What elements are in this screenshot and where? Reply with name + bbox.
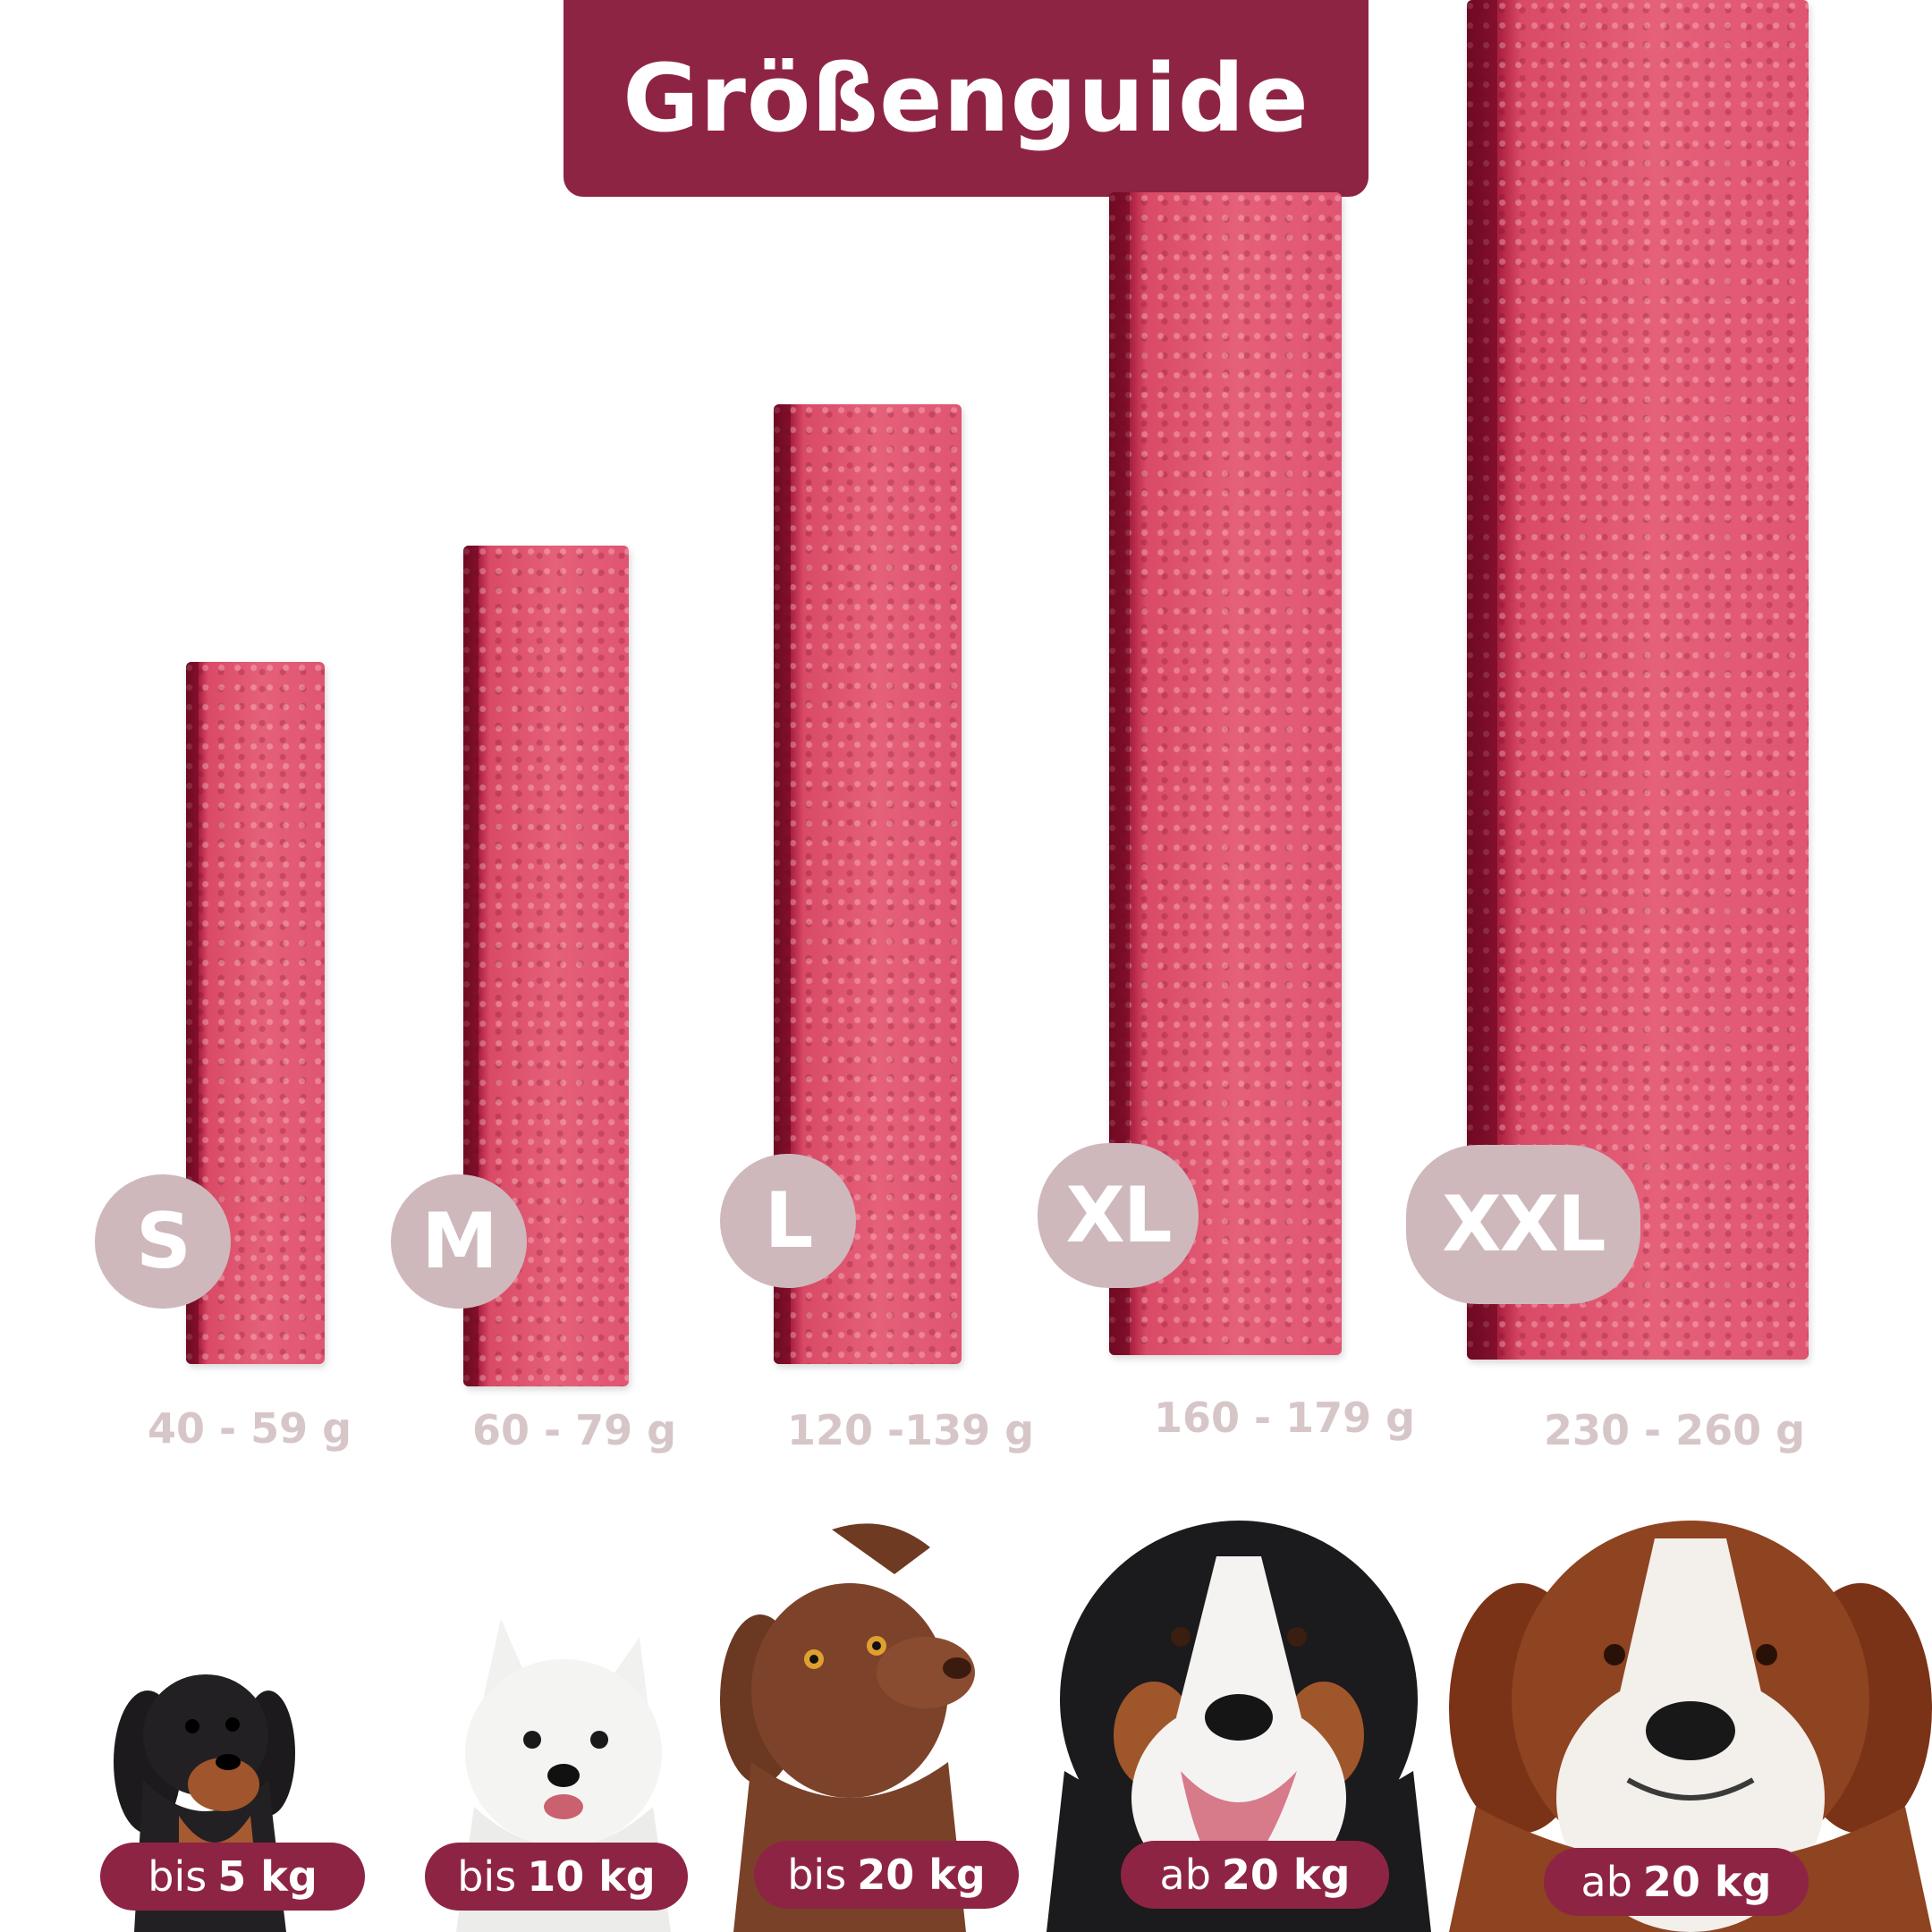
dog-weight-pill-l: bis 20 kg xyxy=(754,1841,1019,1909)
dog-weight-value: 20 kg xyxy=(1221,1851,1351,1899)
weight-label-l: 120 -139 g xyxy=(787,1406,1035,1454)
dog-weight-prefix: bis xyxy=(787,1851,847,1899)
dog-weight-value: 20 kg xyxy=(857,1851,986,1899)
size-badge-xl: XL xyxy=(1038,1143,1199,1288)
dog-weight-pill-m: bis 10 kg xyxy=(425,1843,688,1911)
dog-weight-pill-xl: ab 20 kg xyxy=(1121,1841,1389,1909)
dog-weight-prefix: ab xyxy=(1159,1851,1211,1899)
size-badge-m: M xyxy=(391,1174,527,1309)
dog-weight-pill-xxl: ab 20 kg xyxy=(1544,1848,1809,1916)
title-banner: Größenguide xyxy=(564,0,1368,197)
dog-weight-value: 10 kg xyxy=(527,1852,656,1901)
dog-weight-pill-s: bis 5 kg xyxy=(100,1843,365,1911)
size-badge-l: L xyxy=(720,1154,856,1288)
dog-weight-prefix: bis xyxy=(148,1852,208,1901)
weight-label-s: 40 - 59 g xyxy=(148,1404,352,1453)
weight-label-m: 60 - 79 g xyxy=(472,1406,677,1454)
weight-label-xl: 160 - 179 g xyxy=(1154,1394,1416,1442)
dog-weight-value: 5 kg xyxy=(217,1852,318,1901)
dog-weight-value: 20 kg xyxy=(1642,1858,1772,1906)
chew-stick-xxl xyxy=(1467,0,1809,1360)
size-badge-xxl: XXL xyxy=(1406,1145,1640,1304)
size-label: M xyxy=(421,1197,498,1286)
size-label: XXL xyxy=(1442,1180,1606,1269)
size-badge-s: S xyxy=(95,1174,231,1309)
size-label: XL xyxy=(1065,1171,1172,1260)
size-label: S xyxy=(136,1197,191,1286)
page-title: Größenguide xyxy=(623,44,1309,153)
size-label: L xyxy=(764,1176,814,1266)
weight-label-xxl: 230 - 260 g xyxy=(1544,1406,1806,1454)
dog-weight-prefix: bis xyxy=(457,1852,517,1901)
dog-weight-prefix: ab xyxy=(1580,1858,1632,1906)
